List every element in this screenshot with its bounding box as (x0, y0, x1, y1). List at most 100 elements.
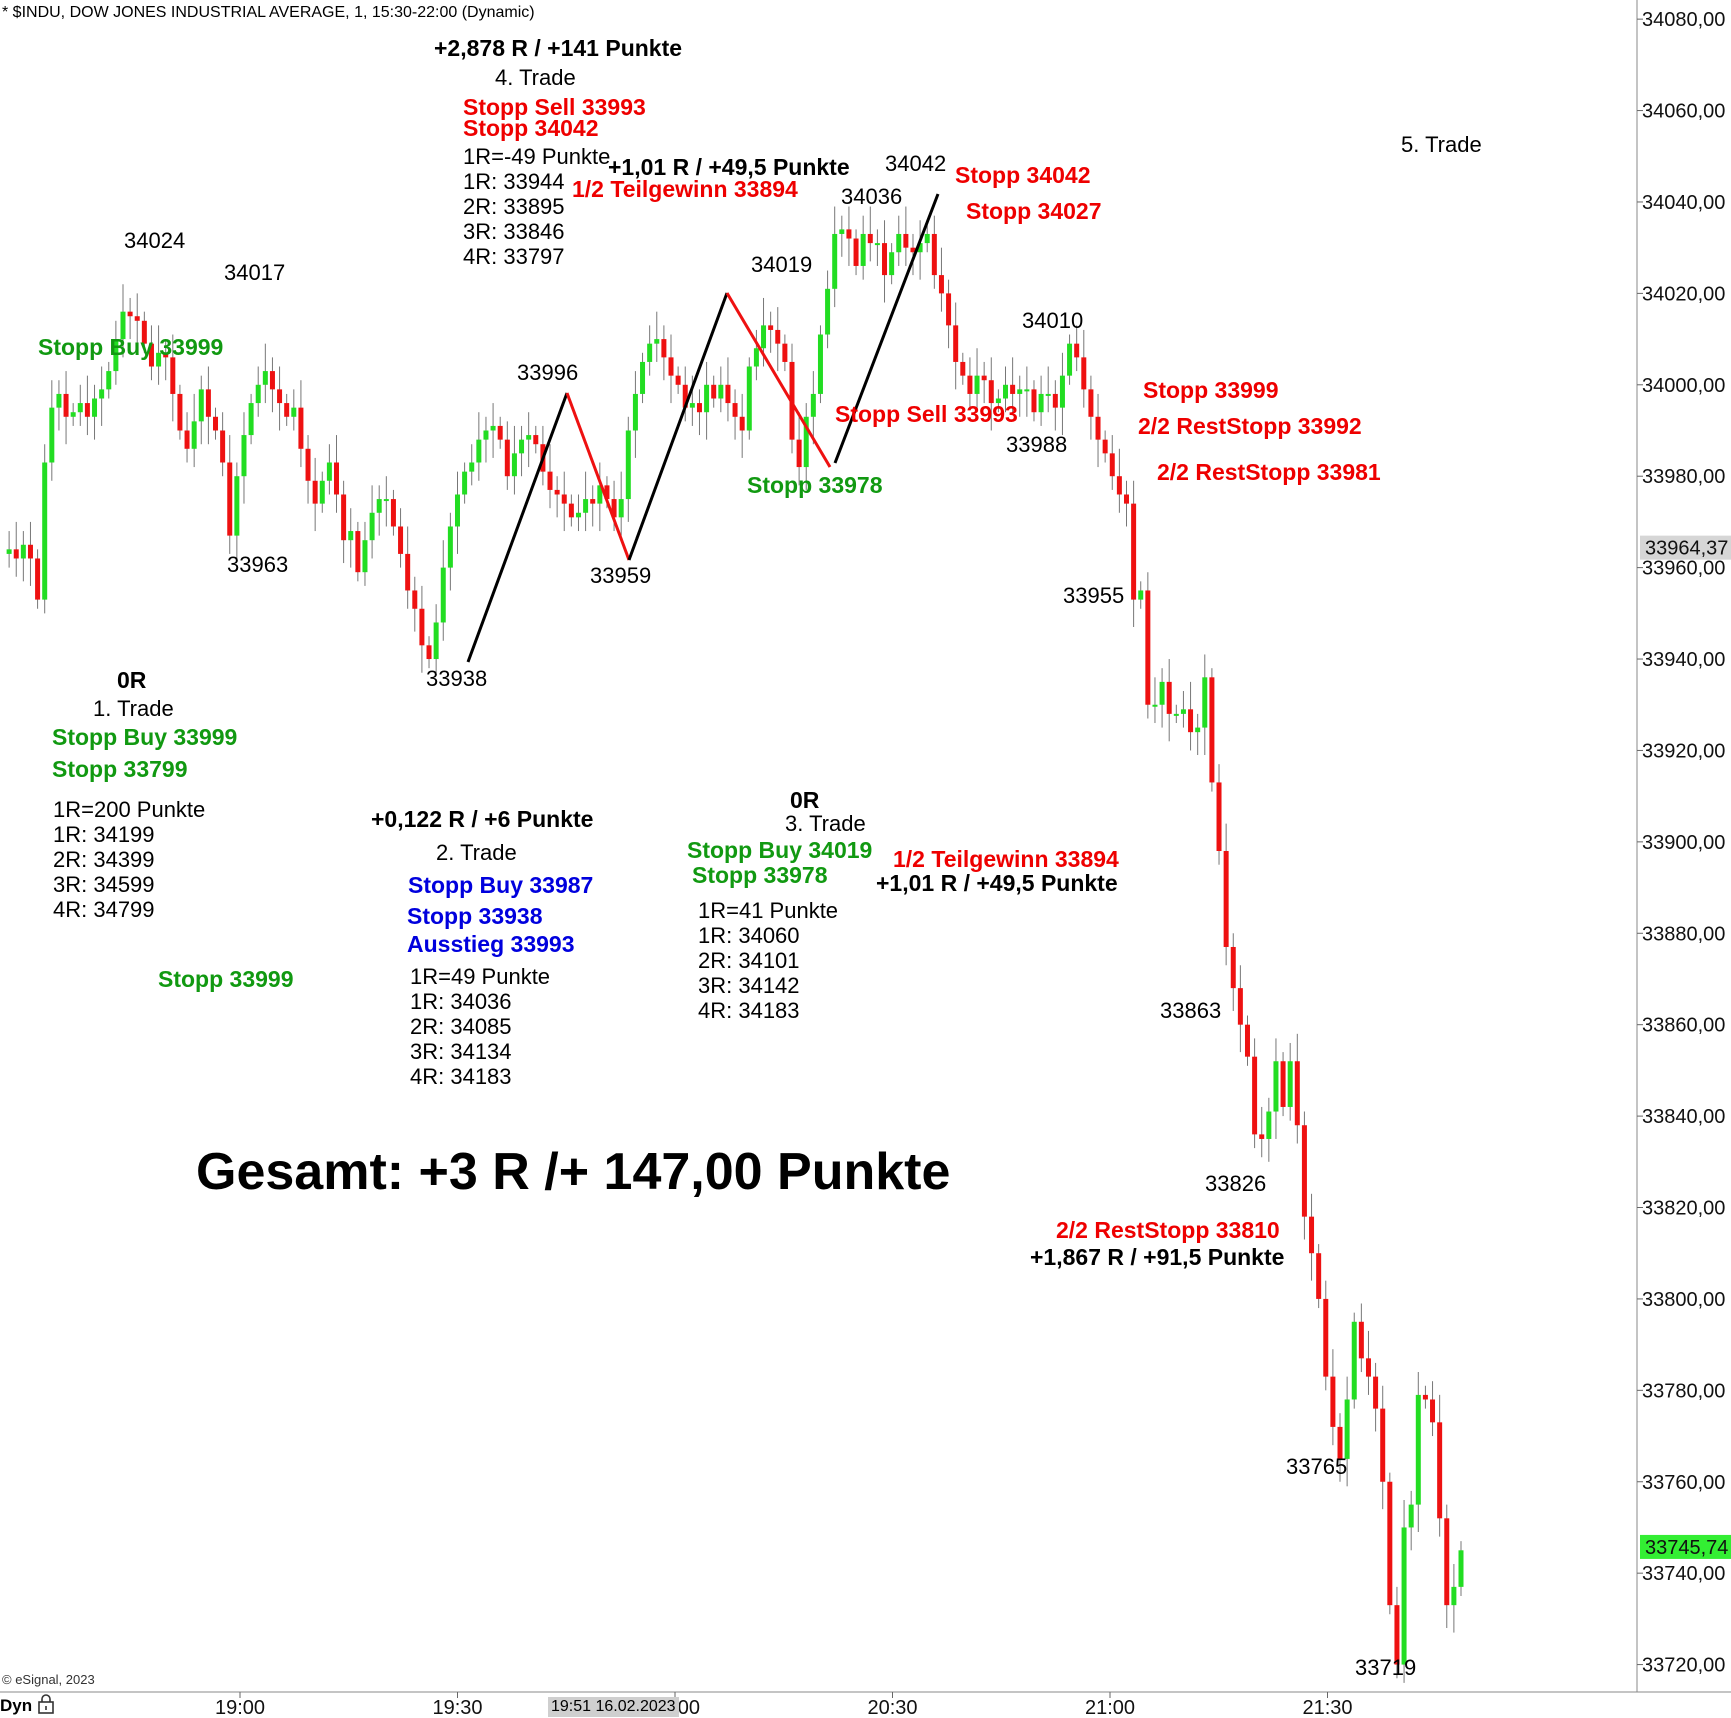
candle-body (334, 462, 340, 495)
candle-body (1266, 1111, 1272, 1139)
price-label-33963: 33963 (227, 552, 289, 577)
y-tick-label: 33880,00 (1642, 923, 1725, 945)
candle-body (832, 233, 838, 289)
candle-body (917, 243, 923, 253)
candle-body (255, 384, 261, 404)
price-label-34042: 34042 (885, 151, 947, 176)
trade2-r-line-1: 1R: 34036 (410, 989, 512, 1014)
trade4-r-line-2: 2R: 33895 (463, 194, 565, 219)
lock-icon[interactable] (37, 1694, 55, 1714)
trade1-r-line-3: 3R: 34599 (53, 872, 155, 897)
candle-body (988, 380, 994, 404)
price-label-34019: 34019 (751, 252, 813, 277)
candle-body (1038, 393, 1044, 413)
candle-body (1209, 677, 1215, 783)
candle-body (867, 233, 873, 244)
candle-body (981, 375, 987, 381)
candle-body (618, 499, 624, 518)
trade1-stop: Stopp 33799 (52, 756, 188, 782)
price-label-33826: 33826 (1205, 1171, 1267, 1196)
candle-body (753, 348, 759, 367)
trade3-stop: Stopp 33978 (692, 862, 828, 888)
candle-body (974, 375, 980, 394)
y-tick-label: 33780,00 (1642, 1380, 1725, 1402)
candle-body (1259, 1134, 1265, 1139)
x-tick-label: 20:30 (867, 1697, 917, 1717)
trade4-result: +2,878 R / +141 Punkte (434, 35, 683, 61)
candle-body (77, 403, 83, 413)
candle-body (490, 425, 496, 431)
trade4-stopp-34027: Stopp 34027 (966, 198, 1102, 224)
candle-body (1152, 704, 1158, 707)
candle-body (213, 416, 219, 431)
candle-body (113, 339, 119, 372)
candle-body (1344, 1399, 1350, 1459)
trade1-r-line-1: 1R: 34199 (53, 822, 155, 847)
candle-body (35, 558, 41, 600)
y-tick-label: 34020,00 (1642, 283, 1725, 305)
candle-body (1323, 1298, 1329, 1377)
trade4-r-line-0: 1R=-49 Punkte (463, 144, 611, 169)
candle-body (1223, 851, 1229, 947)
trade2-r-line-2: 2R: 34085 (410, 1014, 512, 1039)
candle-body (120, 311, 126, 340)
candle-body (220, 430, 226, 463)
candle-body (1237, 988, 1243, 1025)
candle-body (99, 389, 105, 399)
candle-body (1309, 1216, 1315, 1254)
candle-body (668, 357, 674, 376)
candle-body (134, 316, 140, 321)
trade4-partial-mid: 1/2 Teilgewinn 33894 (893, 846, 1119, 872)
candle-body (696, 403, 702, 413)
candle-body (796, 439, 802, 468)
candle-body (369, 512, 375, 541)
candle-body (163, 352, 169, 358)
candle-body (106, 371, 112, 390)
trade3-r-line-2: 2R: 34101 (698, 948, 800, 973)
candle-body (1451, 1586, 1457, 1606)
x-tick-label: 21:30 (1302, 1697, 1352, 1717)
candle-body (291, 407, 297, 417)
price-label-34024: 34024 (124, 228, 186, 253)
candle-body (882, 243, 888, 276)
candle-body (6, 549, 12, 554)
candle-body (319, 480, 325, 504)
price-label-33719: 33719 (1355, 1655, 1417, 1680)
candle-body (889, 252, 895, 276)
candle-body (1365, 1358, 1371, 1377)
candle-body (1244, 1024, 1250, 1057)
trade1-r-line-4: 4R: 34799 (53, 897, 155, 922)
candle-body (689, 403, 695, 408)
trade3-entry: Stopp Buy 34019 (687, 837, 873, 863)
candle-body (1166, 681, 1172, 714)
candle-body (632, 393, 638, 431)
price-label-34036: 34036 (841, 184, 903, 209)
dyn-mode-label[interactable]: Dyn (0, 1696, 33, 1715)
trade4-partial-top: 1/2 Teilgewinn 33894 (572, 176, 798, 202)
price-label-33863: 33863 (1160, 998, 1222, 1023)
candle-body (1351, 1321, 1357, 1400)
price-label-33955: 33955 (1063, 583, 1125, 608)
price-axis[interactable]: 34080,00 34060,00 34040,00 34020,00 34000,00… (1637, 9, 1725, 1677)
candle-body (92, 398, 98, 417)
candle-body (483, 430, 489, 440)
candle-body (931, 233, 937, 276)
candle-body (761, 325, 767, 349)
candle-body (1230, 946, 1236, 989)
trade3-r-line-0: 1R=41 Punkte (698, 898, 839, 923)
candle-body (995, 398, 1001, 404)
y-tick-label: 34040,00 (1642, 192, 1725, 214)
y-tick-label: 34000,00 (1642, 375, 1725, 397)
candle-body (405, 553, 411, 591)
candle-body (768, 325, 774, 330)
candle-body (1095, 416, 1101, 440)
price-label-33988: 33988 (1006, 432, 1068, 457)
candle-body (874, 243, 880, 246)
chart-title: * $INDU, DOW JONES INDUSTRIAL AVERAGE, 1… (2, 4, 535, 21)
candle-body (1116, 476, 1122, 495)
y-tick-label: 33900,00 (1642, 832, 1725, 854)
candle-body (127, 311, 133, 317)
candle-body (1280, 1061, 1286, 1107)
